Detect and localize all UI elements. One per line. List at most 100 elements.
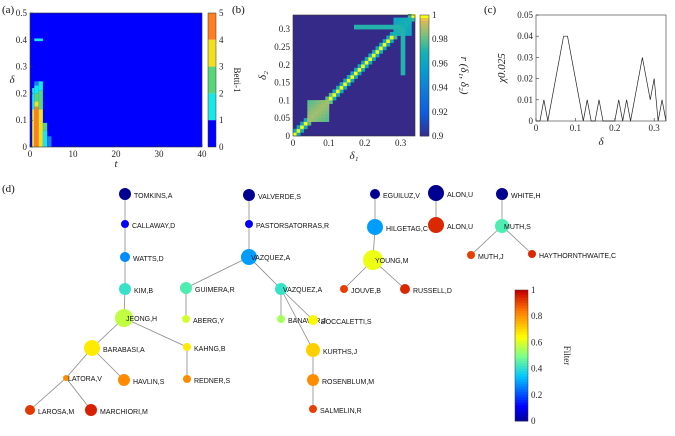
colorbar-band: [515, 379, 528, 383]
heatmap-cell: [407, 21, 412, 26]
heatmap-cell: [42, 122, 48, 131]
colorbar-band: [420, 90, 429, 95]
heatmap-cell: [321, 103, 326, 108]
heatmap-cell: [314, 103, 319, 108]
heatmap-cell: [354, 75, 358, 79]
tree-node-label: SALMELIN,R: [320, 408, 362, 415]
tree-edge: [280, 288, 314, 351]
tree-node: [241, 249, 257, 265]
colorbar-tick-label: 1: [432, 10, 437, 20]
heatmap-cell: [400, 35, 406, 40]
tree-node-label: MUTH,S: [504, 224, 531, 231]
x-tick-label: 0: [28, 149, 33, 159]
tree-edge: [185, 256, 250, 289]
heatmap-cell: [325, 114, 330, 119]
y-tick-label: 0.4: [16, 35, 28, 45]
tree-node: [84, 340, 100, 356]
tree-node-label: MUTH,J: [478, 254, 504, 261]
tree-node: [400, 284, 410, 294]
panel-a-label: (a): [2, 4, 15, 16]
heatmap-cell: [321, 114, 326, 119]
heatmap-cell: [407, 24, 412, 29]
heatmap-cell: [400, 42, 406, 47]
colorbar-band: [420, 48, 429, 52]
y-tick-label: 0: [286, 131, 291, 141]
heatmap-cell: [346, 82, 351, 87]
tree-node-label: WHITE,H: [511, 193, 541, 200]
tree-edge: [65, 377, 92, 411]
heatmap-cell: [318, 100, 323, 105]
heatmap-cell: [361, 64, 366, 69]
heatmap-cell: [400, 46, 406, 51]
y-tick-label: 0.25: [274, 42, 290, 52]
x-tick-label: 10: [69, 149, 79, 159]
heatmap-cell: [314, 100, 319, 105]
heatmap-cell: [393, 28, 398, 33]
heatmap-cell: [397, 28, 401, 33]
y-tick-label: 0: [529, 116, 534, 126]
colorbar-label: r (δ₁, δ₂): [458, 57, 470, 95]
colorbar-band: [420, 87, 429, 92]
colorbar-band: [420, 81, 429, 85]
heatmap-cell: [336, 85, 340, 90]
heatmap-cell: [379, 24, 384, 30]
heatmap-cell: [389, 35, 394, 40]
colorbar-band: [515, 368, 528, 372]
tree-node-label: BANAVAR,J: [288, 318, 326, 325]
heatmap-cell: [357, 67, 362, 72]
tree-node: [85, 404, 97, 416]
tree-node-label: REDNER,S: [194, 378, 231, 385]
heatmap-cell: [325, 103, 330, 108]
heatmap-cell: [336, 92, 340, 97]
colorbar-tick-label: 1: [531, 285, 536, 295]
colorbar-band: [515, 410, 528, 414]
tree-node-label: HILGETAG,C: [386, 226, 428, 233]
heatmap-cell: [404, 17, 409, 22]
colorbar-band: [515, 363, 528, 367]
tree-node: [243, 189, 255, 201]
heatmap-cell: [325, 110, 330, 115]
tree-node: [245, 220, 253, 228]
colorbar-band: [515, 334, 528, 338]
colorbar-band: [208, 13, 216, 40]
heatmap-cell: [375, 49, 380, 54]
heatmap-cell: [357, 24, 362, 30]
tree-edge: [470, 225, 503, 256]
heatmap-cell: [332, 89, 337, 94]
heatmap-cell: [361, 24, 366, 30]
tree-node: [115, 309, 133, 327]
heatmap-cell: [300, 125, 305, 130]
heatmap-cell: [321, 107, 326, 112]
heatmap-cell: [336, 89, 340, 94]
tree-node: [277, 315, 285, 323]
colorbar-tick-label: 1: [219, 115, 224, 125]
tree-node: [119, 283, 131, 295]
heatmap-cell: [300, 121, 305, 126]
heatmap-cell: [293, 128, 297, 133]
heatmap-cell: [325, 96, 330, 101]
heatmap-cell: [400, 60, 406, 65]
heatmap-cell: [393, 21, 398, 26]
tree-node-label: YOUNG,M: [375, 258, 409, 265]
tree-node: [467, 251, 475, 259]
colorbar-band: [515, 342, 528, 346]
colorbar-band: [515, 376, 528, 380]
y-tick-label: 0.03: [517, 52, 533, 62]
heatmap-cell: [318, 103, 323, 108]
colorbar-band: [515, 355, 528, 359]
tree-node: [363, 250, 383, 270]
colorbar-label: Betti-1: [232, 68, 242, 93]
colorbar-band: [420, 105, 429, 110]
colorbar-band: [515, 339, 528, 343]
x-tick-label: 40: [198, 149, 208, 159]
heatmap-cell: [303, 125, 308, 130]
tree-node-label: RUSSELL,D: [413, 288, 452, 295]
heatmap-cell: [314, 107, 319, 112]
heatmap-cell: [310, 118, 315, 122]
heatmap-cell: [346, 78, 351, 83]
heatmap-cell: [393, 35, 398, 40]
colorbar-band: [420, 93, 429, 98]
colorbar-band: [515, 418, 528, 422]
heatmap-cell: [318, 114, 323, 119]
tree-node: [370, 189, 380, 199]
